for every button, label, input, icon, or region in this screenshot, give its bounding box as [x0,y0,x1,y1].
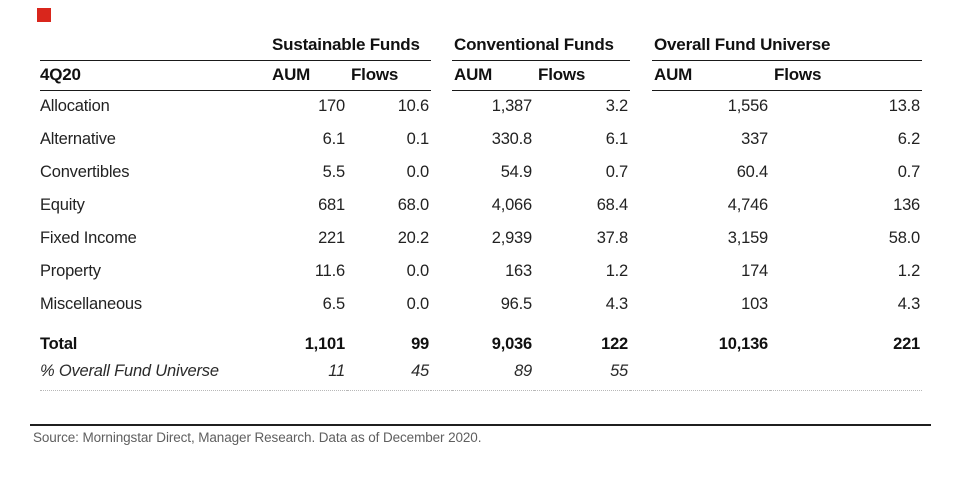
cell-conventional-aum: 2,939 [491,229,533,247]
cell-sustainable-flows: 0.0 [406,163,430,181]
table-row-percent-overall-fund-universe: % Overall Fund Universe 11 45 89 55 [40,354,923,391]
cell-sustainable-aum: 6.1 [322,130,346,148]
cell-overall-flows: 136 [893,196,921,214]
cell-overall-flows: 13.8 [888,97,921,116]
source-note: Source: Morningstar Direct, Manager Rese… [33,430,482,445]
cell-conventional-flows: 37.8 [596,229,629,247]
cell-sustainable-flows: 0.0 [406,295,430,313]
cell-overall-aum: 60.4 [736,163,769,181]
row-label: Property [40,262,101,280]
row-label: Miscellaneous [40,295,142,313]
row-label: Alternative [40,130,116,148]
cell-sustainable-aum: 11.6 [314,262,345,280]
cell-conventional-aum: 89 [452,354,535,391]
cell-conventional-flows: 6.1 [605,130,629,148]
column-header-flows-conventional: Flows [534,60,631,91]
cell-overall-flows: 221 [893,335,921,353]
cell-sustainable-flows: 99 [411,335,430,353]
column-header-aum-sustainable: AUM [270,60,347,91]
cell-overall-flows: 1.2 [897,262,921,280]
row-label: Equity [40,196,85,214]
cell-sustainable-flows: 10.6 [397,97,430,116]
row-label: Fixed Income [40,229,137,247]
column-header-flows-sustainable: Flows [347,60,432,91]
cell-sustainable-flows: 20.2 [397,229,430,247]
column-header-aum-overall: AUM [652,60,771,91]
cell-sustainable-aum: 11 [270,354,347,391]
cell-overall-flows: 6.2 [897,130,921,148]
cell-conventional-aum: 96.5 [500,295,533,313]
cell-overall-flows: 58.0 [888,229,921,247]
table-row-fixed-income: Fixed Income 221 20.2 2,939 37.8 3,159 5… [40,222,922,255]
cell-sustainable-flows: 68.0 [397,196,430,214]
group-header-row: Sustainable Funds Conventional Funds Ove… [40,26,923,61]
table-row-equity: Equity 681 68.0 4,066 68.4 4,746 136 [40,189,922,222]
source-divider [30,424,931,426]
row-label: % Overall Fund Universe [40,354,270,391]
cell-sustainable-flows: 45 [347,354,432,391]
cell-sustainable-flows: 0.1 [406,130,430,148]
table-row-miscellaneous: Miscellaneous 6.5 0.0 96.5 4.3 103 4.3 [40,288,922,321]
cell-sustainable-aum: 5.5 [322,163,346,181]
table-row-alternative: Alternative 6.1 0.1 330.8 6.1 337 6.2 [40,123,922,156]
cell-conventional-aum: 330.8 [491,130,533,148]
group-header-sustainable-funds: Sustainable Funds [270,26,432,61]
cell-overall-aum: 174 [741,262,769,280]
cell-overall-flows [770,354,923,391]
cell-sustainable-aum: 221 [318,229,345,247]
column-header-aum-conventional: AUM [452,60,535,91]
cell-conventional-aum: 1,387 [491,97,533,116]
cell-sustainable-aum: 681 [318,196,345,214]
cell-conventional-aum: 163 [505,262,533,280]
row-label: Total [40,335,78,353]
row-label: Allocation [40,97,110,116]
cell-conventional-flows: 3.2 [605,97,629,116]
cell-conventional-flows: 4.3 [605,295,629,313]
cell-overall-flows: 0.7 [897,163,921,181]
cell-conventional-flows: 1.2 [605,262,629,280]
cell-sustainable-aum: 6.5 [322,295,346,313]
cell-overall-aum: 10,136 [718,335,769,353]
group-header-conventional-funds: Conventional Funds [452,26,631,61]
cell-conventional-aum: 9,036 [491,335,533,353]
group-header-spacer [40,26,270,61]
cell-overall-aum: 3,159 [727,229,769,247]
exhibit-marker-square-icon [37,8,51,22]
cell-conventional-aum: 4,066 [491,196,533,214]
group-header-overall-fund-universe: Overall Fund Universe [652,26,923,61]
cell-sustainable-aum: 1,101 [304,335,345,353]
table-row-convertibles: Convertibles 5.5 0.0 54.9 0.7 60.4 0.7 [40,156,922,189]
cell-conventional-flows: 0.7 [605,163,629,181]
cell-overall-flows: 4.3 [897,295,921,313]
cell-sustainable-flows: 0.0 [406,262,430,280]
cell-overall-aum [652,354,771,391]
cell-overall-aum: 4,746 [727,196,769,214]
cell-sustainable-aum: 170 [318,97,345,116]
fund-flows-table: Sustainable Funds Conventional Funds Ove… [40,26,923,391]
table-row-property: Property 11.6 0.0 163 1.2 174 1.2 [40,255,922,288]
column-header-flows-overall: Flows [770,60,923,91]
cell-conventional-aum: 54.9 [500,163,533,181]
cell-conventional-flows: 55 [534,354,631,391]
period-label: 4Q20 [40,60,270,91]
cell-overall-aum: 1,556 [727,97,769,116]
table-row-allocation: Allocation 170 10.6 1,387 3.2 1,556 13.8 [40,90,922,123]
cell-conventional-flows: 122 [601,335,629,353]
cell-overall-aum: 103 [741,295,769,313]
row-label: Convertibles [40,163,130,181]
table-row-total: Total 1,101 99 9,036 122 10,136 221 [40,321,922,354]
cell-overall-aum: 337 [741,130,769,148]
column-header-row: 4Q20 AUM Flows AUM Flows AUM Flows [40,60,923,91]
cell-conventional-flows: 68.4 [596,196,629,214]
